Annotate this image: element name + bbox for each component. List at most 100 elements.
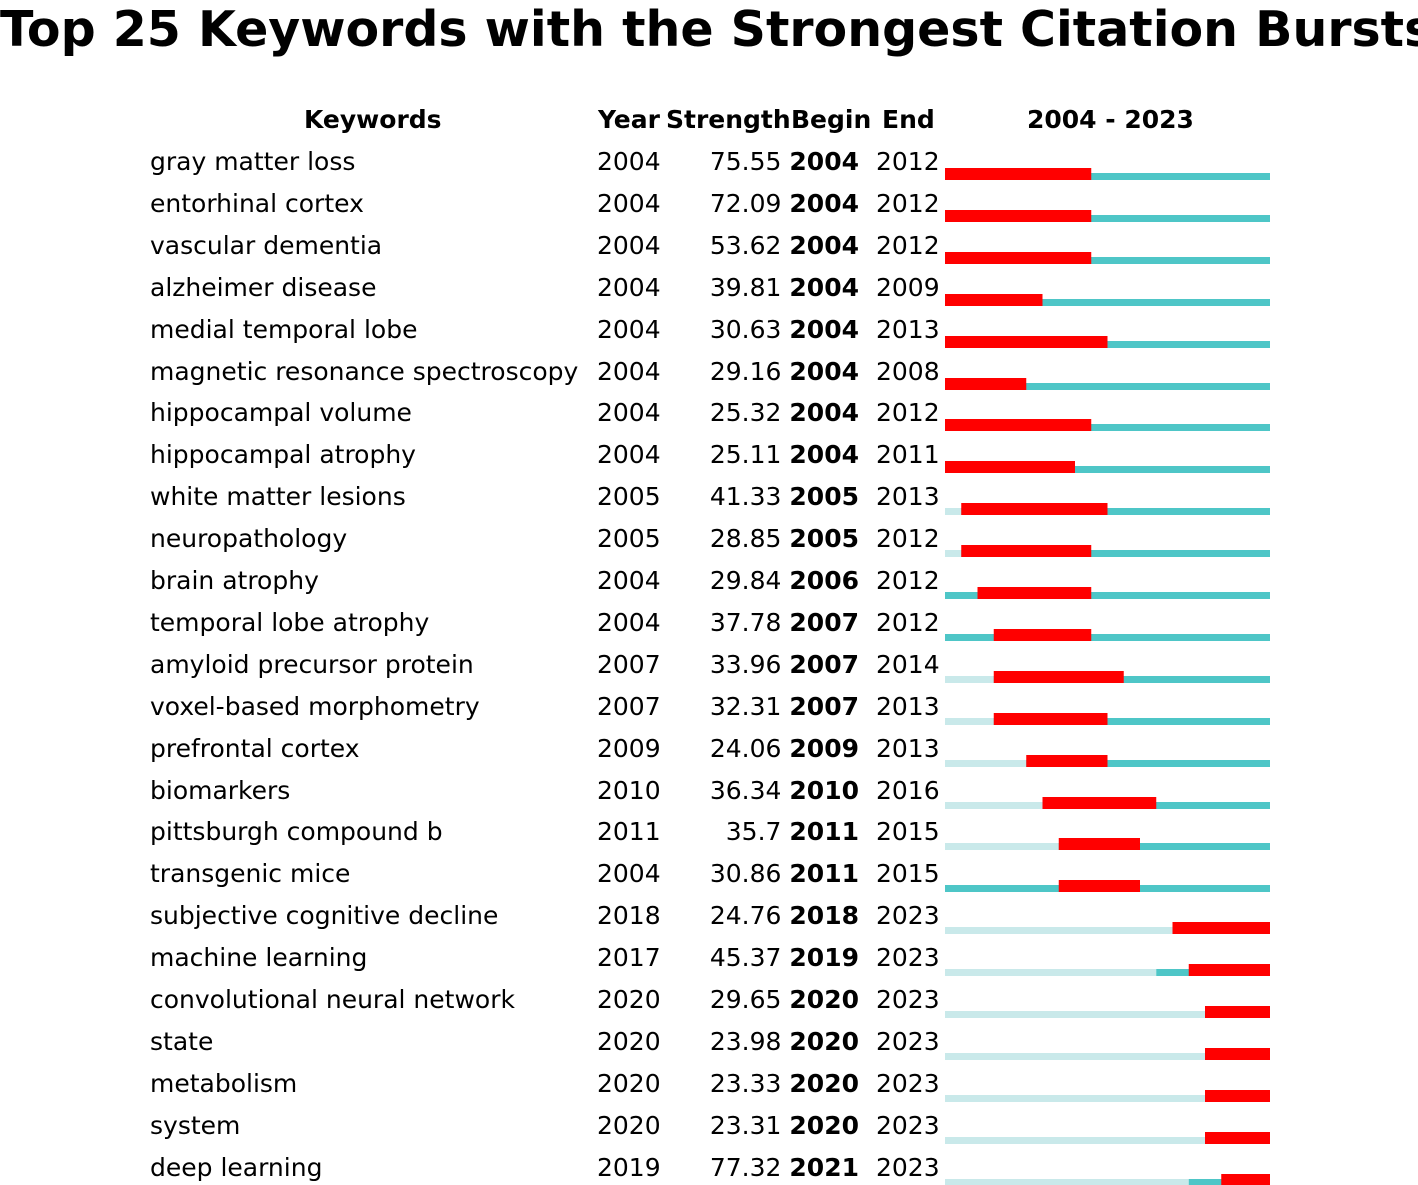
burst-bar bbox=[993, 671, 1124, 683]
burst-bar bbox=[1221, 1174, 1270, 1185]
keyword-label: pittsburgh compound b bbox=[150, 817, 443, 846]
strength-begin-values: 23.33 2020 bbox=[662, 1067, 859, 1101]
timeline-inactive-segment bbox=[945, 802, 1043, 809]
timeline-active-segment bbox=[945, 215, 1270, 222]
timeline-active-segment bbox=[1058, 843, 1270, 850]
strength-value: 35.7 bbox=[725, 817, 782, 846]
strength-begin-values: 29.84 2006 bbox=[662, 564, 859, 598]
strength-value: 75.55 bbox=[709, 147, 782, 176]
end-value: 2023 bbox=[876, 1153, 940, 1182]
year-value: 2004 bbox=[597, 859, 661, 888]
year-value: 2017 bbox=[597, 943, 661, 972]
burst-bar bbox=[945, 210, 1092, 222]
begin-value: 2020 bbox=[789, 1069, 859, 1098]
timeline-inactive-segment bbox=[945, 927, 1173, 934]
keyword-label: convolutional neural network bbox=[150, 985, 515, 1014]
burst-bar bbox=[977, 587, 1092, 599]
strength-begin-values: 72.09 2004 bbox=[662, 187, 859, 221]
year-value: 2004 bbox=[597, 608, 661, 637]
strength-value: 41.33 bbox=[709, 482, 782, 511]
end-value: 2023 bbox=[876, 1111, 940, 1140]
strength-begin-values: 24.06 2009 bbox=[662, 732, 859, 766]
timeline-active-segment bbox=[945, 173, 1270, 180]
strength-value: 30.86 bbox=[709, 859, 782, 888]
begin-value: 2005 bbox=[789, 524, 859, 553]
strength-begin-values: 53.62 2004 bbox=[662, 229, 859, 263]
year-value: 2004 bbox=[597, 357, 661, 386]
begin-value: 2007 bbox=[789, 608, 859, 637]
begin-value: 2004 bbox=[789, 189, 859, 218]
begin-value: 2011 bbox=[789, 817, 859, 846]
begin-value: 2009 bbox=[789, 734, 859, 763]
strength-begin-values: 33.96 2007 bbox=[662, 648, 859, 682]
strength-begin-values: 29.16 2004 bbox=[662, 355, 859, 389]
strength-begin-values: 30.63 2004 bbox=[662, 313, 859, 347]
end-value: 2023 bbox=[876, 1069, 940, 1098]
keyword-label: hippocampal volume bbox=[150, 398, 412, 427]
keyword-label: metabolism bbox=[150, 1069, 298, 1098]
keyword-label: deep learning bbox=[150, 1153, 323, 1182]
year-value: 2004 bbox=[597, 315, 661, 344]
end-value: 2011 bbox=[876, 440, 940, 469]
end-value: 2009 bbox=[876, 273, 940, 302]
year-value: 2009 bbox=[597, 734, 661, 763]
timeline-active-segment bbox=[945, 424, 1270, 431]
begin-value: 2018 bbox=[789, 901, 859, 930]
keyword-label: transgenic mice bbox=[150, 859, 351, 888]
end-value: 2023 bbox=[876, 943, 940, 972]
end-value: 2016 bbox=[876, 776, 940, 805]
timeline-inactive-segment bbox=[945, 550, 962, 557]
strength-begin-values: 45.37 2019 bbox=[662, 941, 859, 975]
begin-value: 2007 bbox=[789, 650, 859, 679]
timeline-active-segment bbox=[961, 550, 1270, 557]
end-value: 2013 bbox=[876, 315, 940, 344]
timeline-inactive-segment bbox=[945, 508, 962, 515]
strength-begin-values: 32.31 2007 bbox=[662, 690, 859, 724]
year-value: 2004 bbox=[597, 273, 661, 302]
timeline-inactive-segment bbox=[945, 1137, 1205, 1144]
strength-value: 23.31 bbox=[709, 1111, 782, 1140]
keyword-label: machine learning bbox=[150, 943, 368, 972]
timeline-inactive-segment bbox=[945, 760, 1027, 767]
strength-value: 72.09 bbox=[709, 189, 782, 218]
end-value: 2023 bbox=[876, 1027, 940, 1056]
burst-bar bbox=[945, 294, 1043, 306]
keyword-label: subjective cognitive decline bbox=[150, 901, 499, 930]
strength-begin-values: 23.31 2020 bbox=[662, 1109, 859, 1143]
keyword-label: brain atrophy bbox=[150, 566, 319, 595]
strength-value: 33.96 bbox=[709, 650, 782, 679]
burst-bar bbox=[1172, 922, 1270, 934]
strength-value: 29.16 bbox=[709, 357, 782, 386]
burst-bar bbox=[1205, 1090, 1270, 1102]
end-value: 2012 bbox=[876, 147, 940, 176]
timeline-active-segment bbox=[961, 508, 1270, 515]
begin-value: 2010 bbox=[789, 776, 859, 805]
strength-value: 37.78 bbox=[709, 608, 782, 637]
begin-value: 2007 bbox=[789, 692, 859, 721]
year-value: 2020 bbox=[597, 985, 661, 1014]
strength-begin-values: 37.78 2007 bbox=[662, 606, 859, 640]
burst-bar bbox=[945, 252, 1092, 264]
end-value: 2008 bbox=[876, 357, 940, 386]
end-value: 2012 bbox=[876, 189, 940, 218]
burst-bar bbox=[945, 378, 1027, 390]
timeline-active-segment bbox=[1026, 760, 1270, 767]
end-value: 2013 bbox=[876, 692, 940, 721]
end-value: 2015 bbox=[876, 859, 940, 888]
strength-begin-values: 75.55 2004 bbox=[662, 145, 859, 179]
strength-value: 23.33 bbox=[709, 1069, 782, 1098]
strength-begin-values: 35.7 2011 bbox=[662, 815, 859, 849]
end-value: 2012 bbox=[876, 524, 940, 553]
strength-value: 45.37 bbox=[709, 943, 782, 972]
strength-begin-values: 23.98 2020 bbox=[662, 1025, 859, 1059]
header-keywords: Keywords bbox=[304, 105, 442, 134]
year-value: 2004 bbox=[597, 231, 661, 260]
year-value: 2004 bbox=[597, 189, 661, 218]
timeline-active-segment bbox=[993, 718, 1270, 725]
keyword-label: magnetic resonance spectroscopy bbox=[150, 357, 579, 386]
header-strength: Strength bbox=[666, 105, 791, 134]
end-value: 2014 bbox=[876, 650, 940, 679]
keyword-label: biomarkers bbox=[150, 776, 291, 805]
strength-value: 36.34 bbox=[709, 776, 782, 805]
timeline-active-segment bbox=[945, 466, 1270, 473]
